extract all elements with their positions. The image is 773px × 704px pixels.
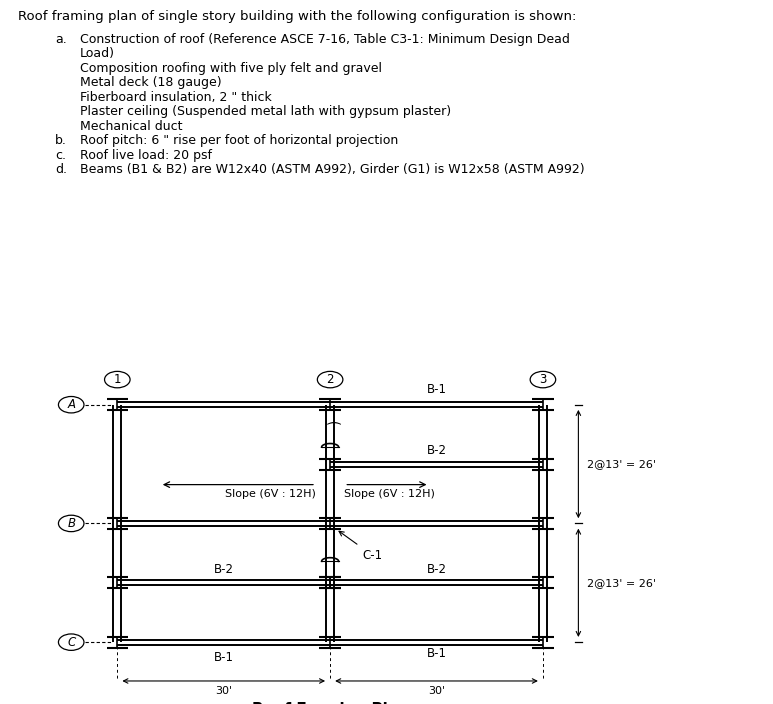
Text: 1: 1 xyxy=(114,373,121,386)
Text: Mechanical duct: Mechanical duct xyxy=(80,120,182,133)
Text: 3: 3 xyxy=(540,373,547,386)
Text: A: A xyxy=(67,398,75,411)
Text: Roof framing plan of single story building with the following configuration is s: Roof framing plan of single story buildi… xyxy=(18,10,577,23)
Text: Slope (6V : 12H): Slope (6V : 12H) xyxy=(225,489,316,499)
Text: B: B xyxy=(67,517,75,530)
Text: 2@13' = 26': 2@13' = 26' xyxy=(587,459,656,469)
Text: Load): Load) xyxy=(80,47,115,61)
Text: Fiberboard insulation, 2 " thick: Fiberboard insulation, 2 " thick xyxy=(80,91,272,104)
Text: 30': 30' xyxy=(215,686,232,696)
Text: C-1: C-1 xyxy=(339,532,382,562)
Text: Roof pitch: 6 " rise per foot of horizontal projection: Roof pitch: 6 " rise per foot of horizon… xyxy=(80,134,398,147)
Text: c.: c. xyxy=(55,149,66,162)
Text: Plaster ceiling (Suspended metal lath with gypsum plaster): Plaster ceiling (Suspended metal lath wi… xyxy=(80,106,451,118)
Text: 2: 2 xyxy=(326,373,334,386)
Text: B-1: B-1 xyxy=(213,651,233,665)
Text: B-2: B-2 xyxy=(213,563,233,576)
Text: Roof live load: 20 psf: Roof live load: 20 psf xyxy=(80,149,212,162)
Text: Composition roofing with five ply felt and gravel: Composition roofing with five ply felt a… xyxy=(80,62,382,75)
Text: B-1: B-1 xyxy=(427,647,447,660)
Text: b.: b. xyxy=(55,134,67,147)
Text: Roof Framing Plan: Roof Framing Plan xyxy=(252,701,409,704)
Text: Metal deck (18 gauge): Metal deck (18 gauge) xyxy=(80,77,222,89)
Text: a.: a. xyxy=(55,33,66,46)
Text: 2@13' = 26': 2@13' = 26' xyxy=(587,578,656,588)
Text: B-2: B-2 xyxy=(427,444,447,457)
Text: Slope (6V : 12H): Slope (6V : 12H) xyxy=(344,489,435,499)
Text: Beams (B1 & B2) are W12x40 (ASTM A992), Girder (G1) is W12x58 (ASTM A992): Beams (B1 & B2) are W12x40 (ASTM A992), … xyxy=(80,163,584,177)
Text: Construction of roof (Reference ASCE 7-16, Table C3-1: Minimum Design Dead: Construction of roof (Reference ASCE 7-1… xyxy=(80,33,570,46)
Text: 30': 30' xyxy=(428,686,445,696)
Text: B-1: B-1 xyxy=(427,382,447,396)
Text: d.: d. xyxy=(55,163,67,177)
Text: B-2: B-2 xyxy=(427,563,447,576)
Text: C: C xyxy=(67,636,75,648)
